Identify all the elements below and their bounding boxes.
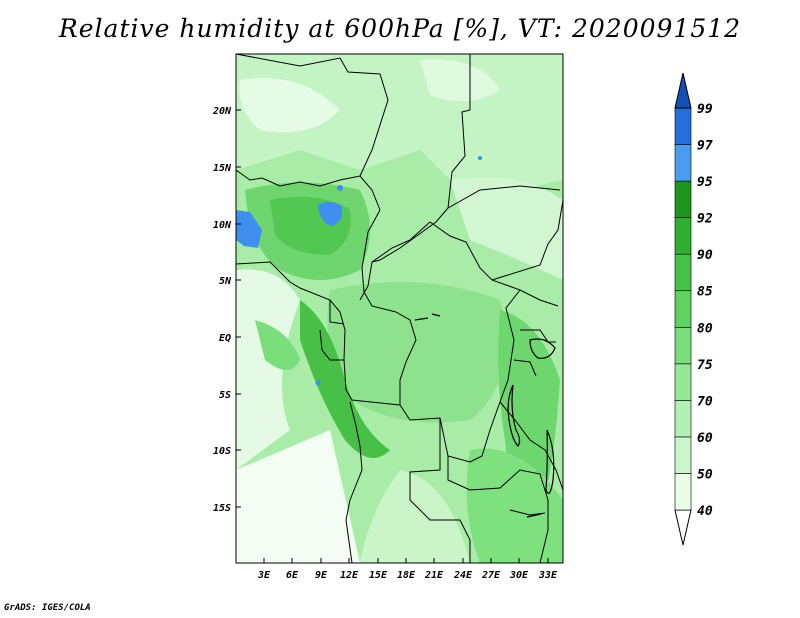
colorbar-segment [674, 107, 692, 145]
colorbar-segment [674, 473, 692, 511]
colorbar-label: 92 [697, 212, 713, 227]
colorbar-label: 90 [697, 248, 713, 263]
lat-tick-label: 5N [219, 276, 232, 287]
lat-tick-label: 20N [212, 106, 232, 117]
lat-tick-label: 15N [213, 163, 232, 174]
colorbar-segment [674, 217, 692, 255]
colorbar-label: 75 [697, 358, 713, 373]
colorbar-label: 99 [697, 102, 713, 117]
lakes [414, 313, 556, 518]
colorbar-lower-arrow [674, 509, 692, 546]
lon-tick-label: 3E [257, 570, 271, 581]
colorbar-segment [674, 400, 692, 438]
colorbar-label: 95 [697, 175, 713, 190]
colorbar-label: 80 [697, 321, 713, 336]
humidity-field [236, 54, 563, 563]
footer-credit: GrADS: IGES/COLA [4, 603, 91, 613]
lat-tick-label: 10N [213, 220, 232, 231]
lat-tick-label: 15S [213, 503, 231, 514]
colorbar-segment [674, 180, 692, 218]
colorbar: 40 50 60 70 75 80 85 90 92 95 97 99 [674, 72, 713, 546]
map-panel [235, 53, 564, 564]
lon-tick-label: 15E [369, 570, 388, 581]
lon-tick-label: 6E [286, 570, 299, 581]
colorbar-segment [674, 144, 692, 182]
lon-tick-label: 12E [340, 570, 359, 581]
country-borders [236, 54, 563, 563]
colorbar-label: 85 [697, 285, 713, 300]
colorbar-label: 97 [697, 139, 713, 154]
lon-tick-label: 21E [424, 570, 444, 581]
lat-tick-label: EQ [219, 333, 231, 344]
colorbar-segment [674, 253, 692, 292]
colorbar-label: 70 [697, 394, 713, 409]
map-frame [235, 53, 564, 564]
colorbar-label: 60 [697, 431, 713, 446]
lon-tick-label: 33E [538, 570, 558, 581]
colorbar-segment [674, 326, 692, 365]
colorbar-segment [674, 436, 692, 474]
chart-title: Relative humidity at 600hPa [%], VT: 202… [58, 14, 742, 43]
colorbar-upper-arrow [674, 72, 692, 109]
lon-tick-label: 18E [397, 570, 416, 581]
lon-tick-label: 9E [315, 570, 328, 581]
lon-tick-label: 30E [509, 570, 529, 581]
colorbar-label: 50 [697, 467, 713, 482]
colorbar-segment [674, 363, 692, 401]
lat-tick-label: 5S [219, 390, 231, 401]
lon-tick-label: 27E [481, 570, 501, 581]
lon-axis: 3E 6E 9E 12E 15E 18E 21E 24E 27E 30E 33E [257, 558, 558, 581]
colorbar-label: 40 [697, 504, 713, 519]
lat-tick-label: 10S [213, 446, 231, 457]
lon-tick-label: 24E [453, 570, 473, 581]
lat-axis: 20N 15N 10N 5N EQ 5S 10S 15S [212, 106, 241, 514]
colorbar-segment [674, 290, 692, 328]
